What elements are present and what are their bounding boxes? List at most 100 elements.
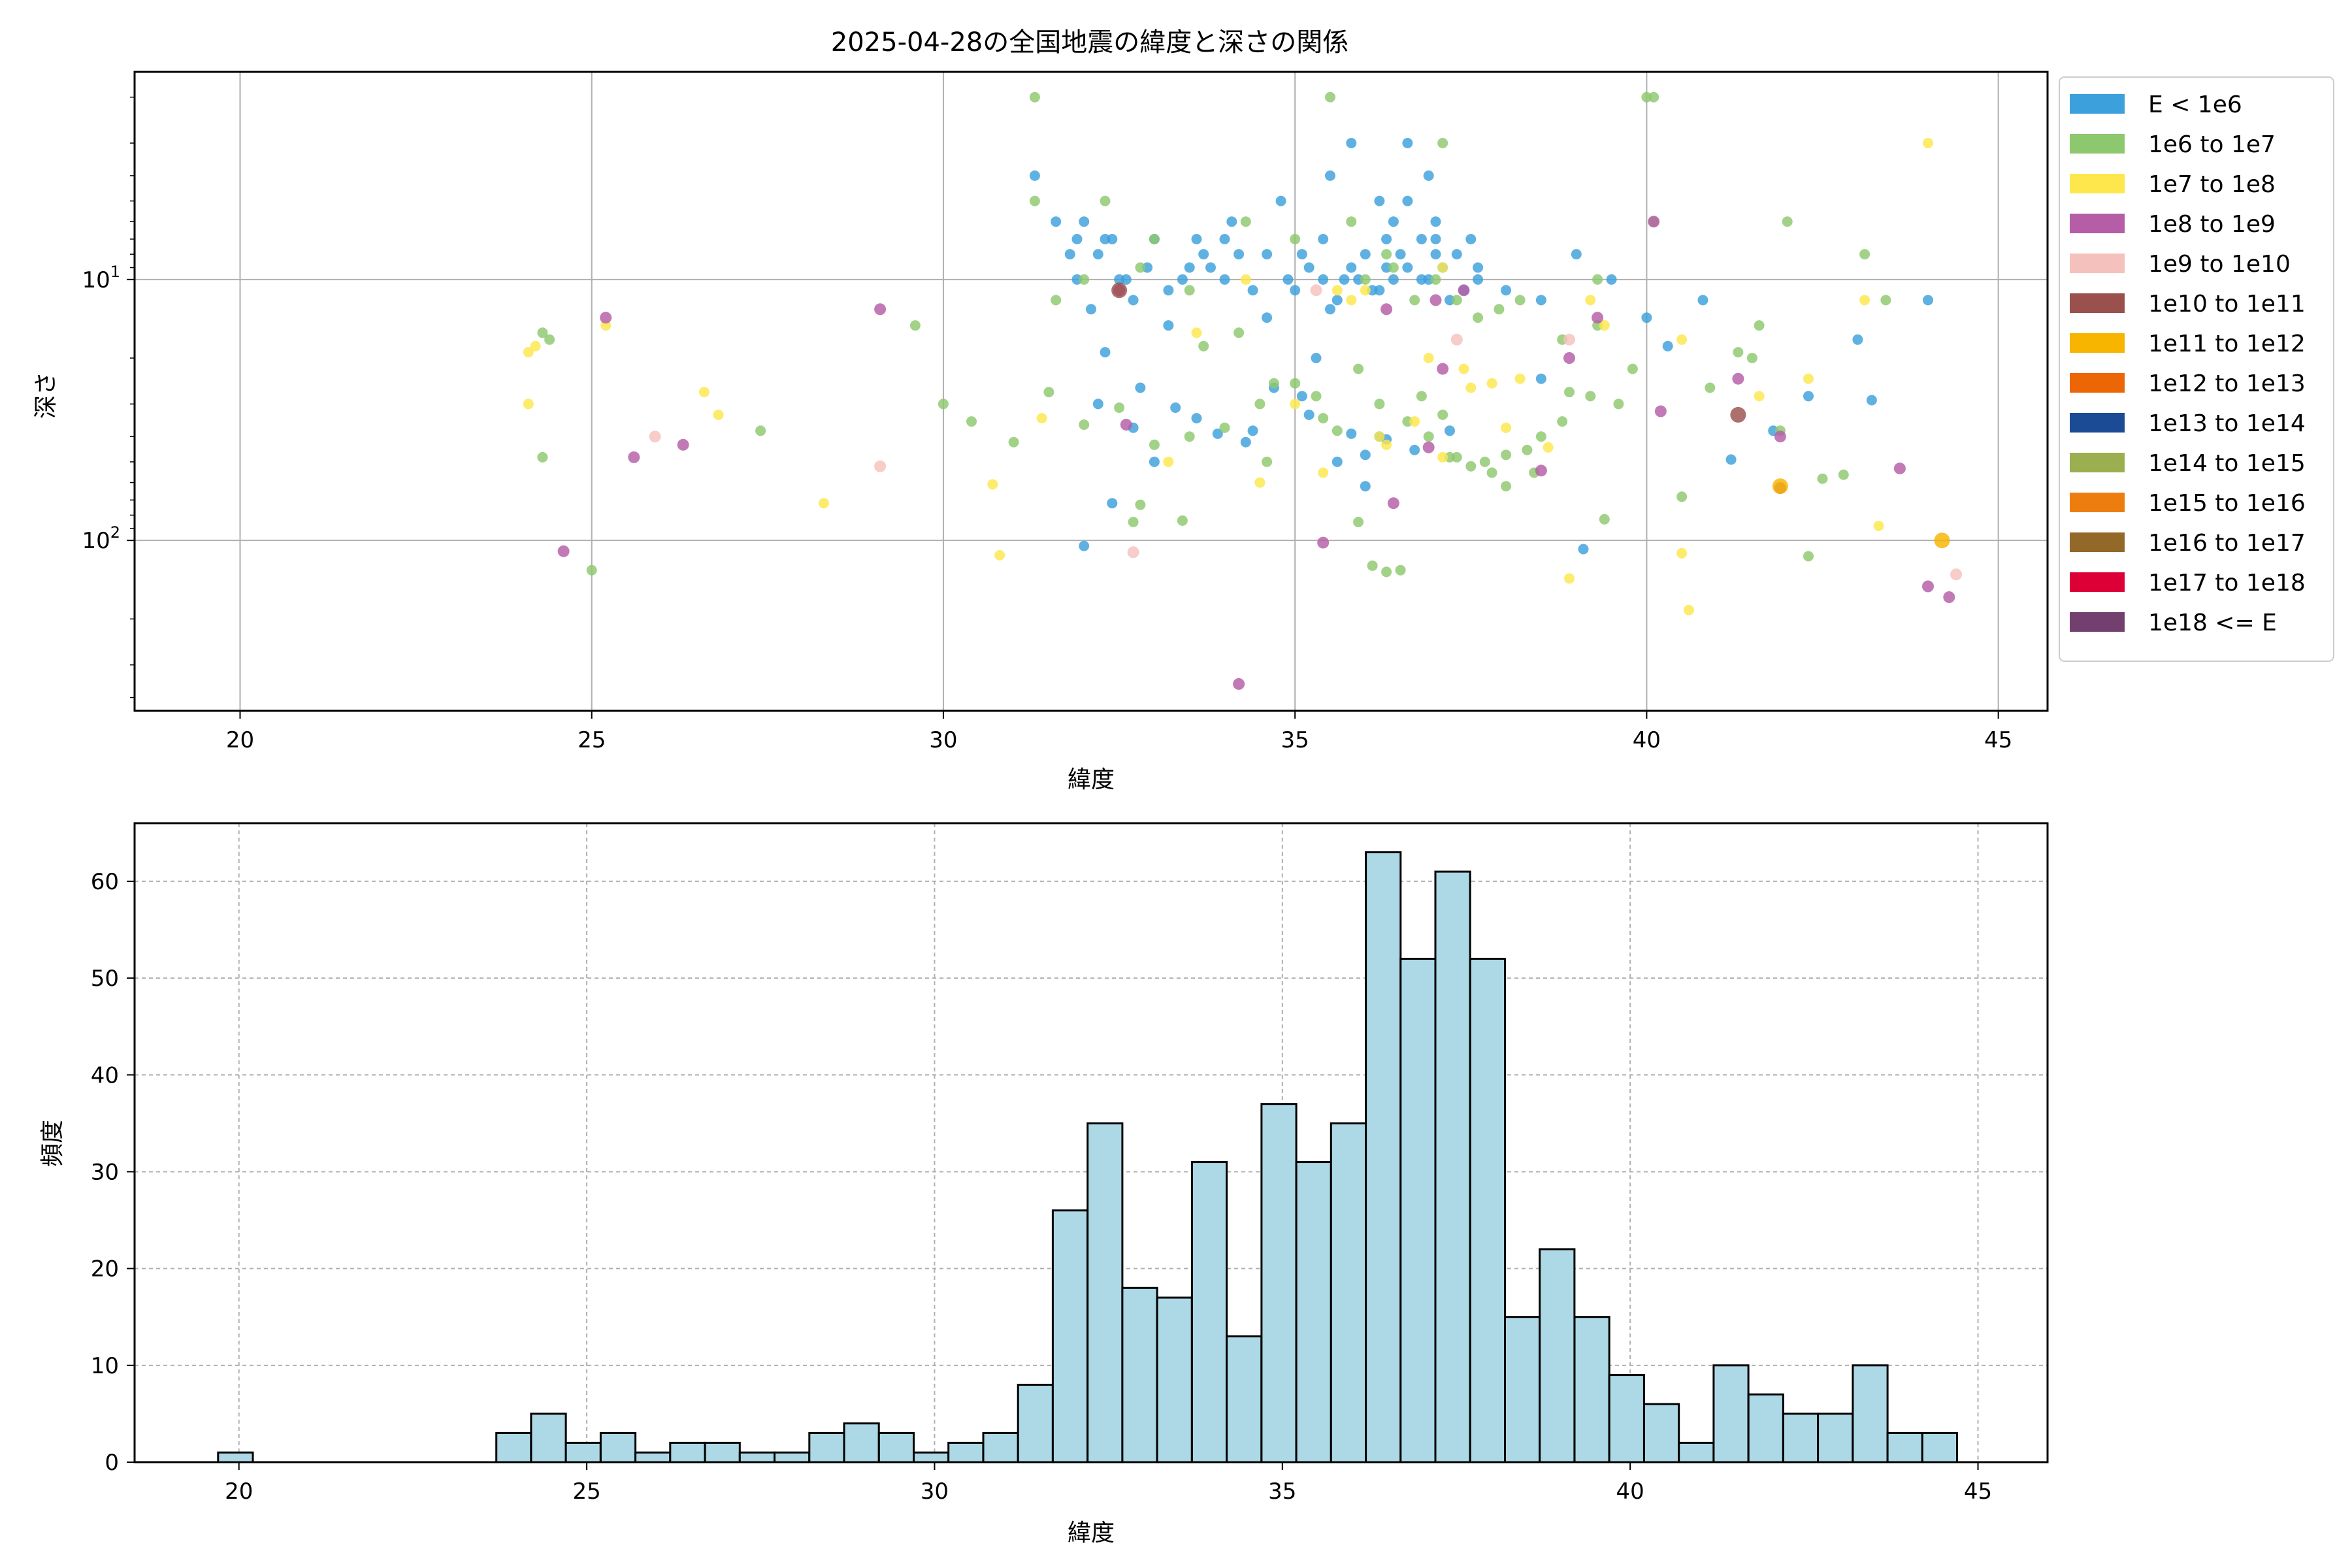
scatter-point	[1430, 234, 1441, 244]
scatter-point	[1627, 363, 1638, 374]
scatter-point	[1409, 444, 1420, 455]
scatter-point	[1522, 444, 1533, 455]
scatter-point	[1191, 413, 1202, 424]
scatter-point	[1381, 439, 1392, 450]
legend-label: 1e12 to 1e13	[2148, 370, 2306, 397]
legend-swatch	[2070, 413, 2125, 433]
scatter-point	[1388, 274, 1399, 285]
scatter-point	[1079, 274, 1090, 285]
scatter-point	[1501, 481, 1512, 492]
histogram-bar	[877, 1432, 915, 1463]
legend-swatch	[2070, 453, 2125, 472]
scatter-point	[1803, 551, 1814, 562]
scatter-point	[1135, 262, 1146, 273]
x-tick-label: 45	[1964, 1478, 1992, 1505]
scatter-point	[1191, 327, 1202, 338]
histogram-bar	[1330, 1122, 1367, 1463]
histogram-bar	[1190, 1161, 1228, 1463]
scatter-point	[1128, 295, 1139, 306]
scatter-point	[1303, 409, 1315, 420]
histogram-bar	[738, 1451, 776, 1463]
scatter-point	[987, 479, 998, 490]
scatter-point	[1107, 498, 1118, 509]
scatter-point	[1535, 373, 1546, 384]
scatter-point	[1592, 312, 1604, 324]
histogram-y-axis-label: 頻度	[39, 1120, 66, 1167]
scatter-point	[1893, 463, 1906, 474]
y-tick-label: 101	[82, 263, 120, 293]
legend-swatch	[2070, 373, 2125, 393]
y-tick-label: 10	[91, 1353, 119, 1379]
histogram-bar	[704, 1441, 741, 1463]
scatter-point	[1079, 419, 1090, 430]
y-tick-label: 30	[91, 1159, 119, 1185]
legend-swatch	[2070, 493, 2125, 512]
scatter-point	[1111, 282, 1128, 299]
scatter-point	[1311, 353, 1322, 363]
scatter-point	[1290, 378, 1301, 389]
scatter-point	[1479, 456, 1490, 467]
histogram-bar	[1434, 870, 1471, 1463]
legend-frame	[2059, 76, 2334, 662]
scatter-point	[1339, 274, 1350, 285]
scatter-point	[1451, 249, 1462, 260]
scatter-point	[1233, 327, 1245, 338]
scatter-point	[1360, 249, 1371, 260]
scatter-point	[1429, 294, 1442, 306]
scatter-point	[1177, 515, 1188, 526]
scatter-point	[1535, 431, 1546, 442]
scatter-point	[1219, 422, 1230, 433]
scatter-point	[1282, 274, 1294, 285]
legend-swatch	[2070, 94, 2125, 114]
scatter-point	[1177, 274, 1188, 285]
scatter-point	[1437, 262, 1448, 273]
histogram-bar	[1747, 1393, 1784, 1463]
legend-swatch	[2070, 253, 2125, 273]
scatter-point	[1430, 274, 1441, 285]
scatter-point	[1873, 521, 1884, 531]
histogram-bar	[1573, 1316, 1610, 1463]
scatter-point	[1198, 340, 1209, 351]
scatter-point	[1100, 234, 1111, 244]
histogram-bar	[1365, 851, 1402, 1463]
scatter-point	[874, 303, 887, 316]
histogram-bar	[217, 1451, 254, 1463]
y-tick-label: 60	[91, 869, 119, 895]
scatter-point	[1128, 517, 1139, 527]
scatter-point	[1571, 249, 1582, 260]
scatter-point	[1346, 262, 1357, 273]
scatter-point	[1535, 295, 1546, 306]
scatter-point	[1746, 353, 1757, 363]
scatter-point	[677, 438, 689, 451]
scatter-point	[1346, 428, 1357, 439]
scatter-point	[1254, 477, 1266, 488]
scatter-point	[1564, 387, 1575, 398]
legend-label: 1e16 to 1e17	[2148, 530, 2306, 557]
scatter-point	[544, 334, 555, 345]
scatter-points	[523, 91, 1963, 690]
scatter-point	[1029, 91, 1040, 103]
scatter-point	[1684, 604, 1694, 615]
scatter-point	[1732, 372, 1744, 385]
histogram-bar	[1504, 1316, 1541, 1463]
scatter-point	[1450, 333, 1463, 346]
legend-label: 1e7 to 1e8	[2148, 171, 2276, 198]
legend-swatch	[2070, 572, 2125, 592]
legend-swatch	[2070, 612, 2125, 632]
scatter-point	[1501, 422, 1512, 433]
scatter-point	[1697, 295, 1708, 306]
scatter-point	[1247, 285, 1258, 296]
scatter-point	[1262, 312, 1273, 323]
histogram-bar	[530, 1413, 567, 1463]
scatter-point	[1360, 449, 1371, 461]
scatter-point	[1501, 285, 1512, 296]
scatter-point	[1318, 274, 1329, 285]
scatter-point	[1318, 467, 1329, 478]
scatter-point	[1318, 234, 1329, 244]
scatter-point	[1641, 312, 1652, 323]
scatter-point	[1100, 195, 1111, 206]
scatter-point	[1086, 304, 1096, 315]
scatter-point	[1458, 284, 1470, 297]
scatter-point	[1381, 234, 1392, 244]
